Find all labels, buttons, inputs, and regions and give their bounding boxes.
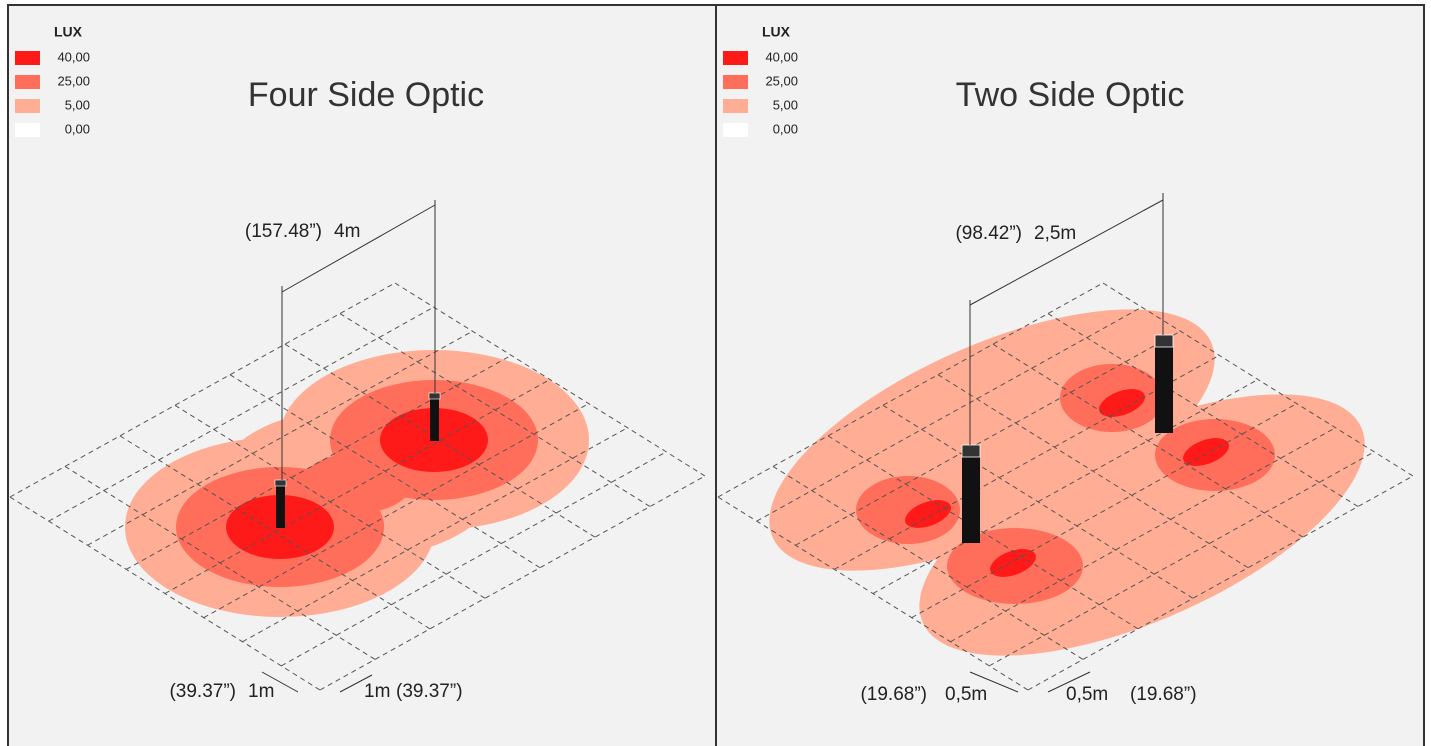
grid-line <box>64 466 376 660</box>
poles <box>961 334 1174 543</box>
panel-title: Four Side Optic <box>248 76 484 114</box>
legend-swatch <box>15 123 40 137</box>
spacing-imperial: (157.48”) <box>245 221 322 242</box>
legend-title: LUX <box>54 24 83 40</box>
grid-imperial: (19.68”) <box>1130 684 1197 705</box>
dimension-lines <box>969 193 1164 693</box>
grid-line <box>87 330 473 546</box>
grid-line <box>756 306 1142 522</box>
grid-line <box>174 404 486 599</box>
grid-metric: 0,5m <box>945 684 987 705</box>
grid-line <box>203 403 589 619</box>
legend-label: 40,00 <box>765 49 798 64</box>
grid-line <box>284 343 596 538</box>
legend-label: 25,00 <box>57 73 90 88</box>
spacing-imperial: (98.42”) <box>955 223 1022 244</box>
grid <box>9 282 706 691</box>
grid-line <box>394 282 706 477</box>
grid-line <box>937 374 1249 569</box>
grid-line <box>872 379 1259 594</box>
grid-line <box>1027 475 1414 691</box>
legend-label: 0,00 <box>773 121 798 136</box>
legend-swatch <box>15 99 40 113</box>
legend-label: 5,00 <box>65 97 90 112</box>
grid-line <box>992 343 1304 538</box>
grid-line <box>989 451 1375 667</box>
grid-imperial: (39.37”) <box>396 681 463 702</box>
grid-line <box>339 313 651 507</box>
grid-line <box>834 354 1220 570</box>
grid-imperial: (19.68”) <box>860 684 927 705</box>
legend-title: LUX <box>762 24 791 40</box>
grid-line <box>1102 282 1414 477</box>
legend-swatch <box>723 123 748 137</box>
legend-swatch <box>15 75 40 89</box>
spacing-metric: 4m <box>334 221 360 242</box>
grid-line <box>882 404 1194 599</box>
legend-label: 25,00 <box>765 73 798 88</box>
dimension-lines <box>261 200 436 693</box>
legend-label: 0,00 <box>65 121 90 136</box>
lux-zone <box>905 389 1229 577</box>
legend-swatch <box>723 99 748 113</box>
grid-metric: 0,5m <box>1066 684 1108 705</box>
grid-line <box>126 354 512 570</box>
grid-line <box>795 330 1181 546</box>
legend-swatch <box>723 51 748 65</box>
panel-title: Two Side Optic <box>956 76 1185 114</box>
legend-label: 40,00 <box>57 49 90 64</box>
grid-line <box>772 466 1084 660</box>
grid-line <box>164 379 551 594</box>
grid-line <box>319 475 706 691</box>
grid-line <box>9 282 396 498</box>
grid-line <box>119 435 431 630</box>
grid-line <box>48 306 434 522</box>
grid-metric: 1m <box>248 681 274 702</box>
grid-line <box>717 282 1104 498</box>
grid-imperial: (39.37”) <box>169 681 236 702</box>
grid-line <box>827 435 1139 630</box>
lux-zone <box>856 364 1275 604</box>
legends: LUX 40,00 25,00 5,00 0,00 LUX 40,00 25,00 5,00 0,… <box>15 24 798 137</box>
grid-line <box>281 451 667 667</box>
grid-line <box>229 374 541 569</box>
spacing-metric: 2,5m <box>1034 223 1076 244</box>
grid-metric: 1m <box>364 681 390 702</box>
grid-line <box>911 403 1297 619</box>
legend-swatch <box>15 51 40 65</box>
grid-line <box>950 427 1336 643</box>
grid-line <box>1047 313 1359 507</box>
legend-label: 5,00 <box>773 97 798 112</box>
legend-swatch <box>723 75 748 89</box>
grid-line <box>242 427 628 643</box>
grid <box>717 282 1414 691</box>
